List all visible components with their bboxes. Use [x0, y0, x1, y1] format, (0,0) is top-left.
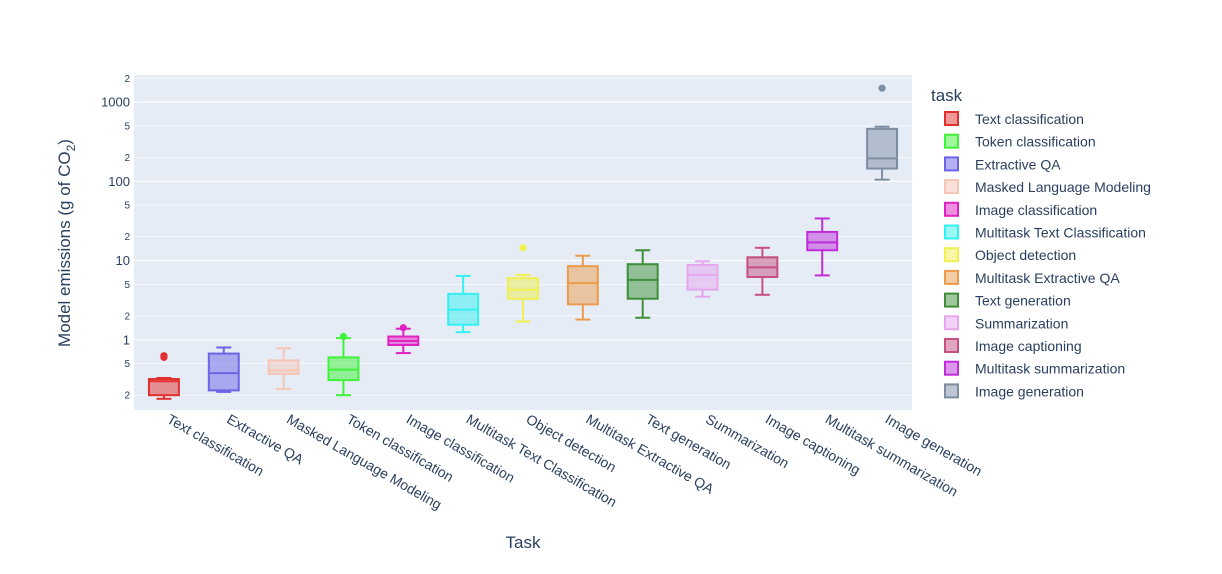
box-image-captioning: [746, 246, 779, 296]
legend-label: Image generation: [975, 383, 1084, 399]
box-token-classification: [327, 332, 360, 397]
y-tick-label: 1: [123, 332, 130, 347]
legend-label: Image classification: [975, 202, 1097, 218]
box-extractive-qa: [207, 346, 240, 393]
x-tick-label: Image generation: [883, 411, 985, 479]
legend-item[interactable]: Extractive QA: [944, 156, 1061, 172]
legend-swatch: [944, 383, 959, 399]
legend-label: Masked Language Modeling: [975, 179, 1151, 195]
legend-swatch: [944, 315, 959, 331]
y-tick-label: 1000: [101, 95, 130, 110]
gridlines: [134, 77, 912, 396]
legend-swatch: [944, 179, 959, 195]
legend-label: Multitask Text Classification: [975, 225, 1146, 241]
legend-item[interactable]: Masked Language Modeling: [944, 179, 1151, 195]
legend-label: Image captioning: [975, 338, 1082, 354]
legend: task Text classification Token classifica…: [931, 86, 1151, 399]
box-image-classification: [387, 324, 420, 355]
legend-item[interactable]: Object detection: [944, 247, 1076, 263]
y-minor-tick-label: 2: [124, 232, 130, 243]
legend-item[interactable]: Text classification: [944, 111, 1084, 127]
box-iqr: [207, 352, 240, 392]
box-image-generation: [866, 84, 899, 181]
legend-label: Summarization: [975, 315, 1068, 331]
box-masked-language-modeling: [267, 347, 300, 390]
y-axis-title: Model emissions (g of CO2): [55, 139, 78, 347]
outlier-point: [339, 332, 348, 341]
box-iqr: [147, 378, 180, 397]
legend-swatch: [944, 111, 959, 126]
legend-item[interactable]: Multitask summarization: [944, 360, 1125, 377]
legend-swatch: [944, 360, 959, 376]
boxes: [147, 84, 899, 400]
box-multitask-text-classification: [447, 274, 480, 334]
box-text-classification: [147, 352, 180, 400]
plot-area: [134, 75, 912, 410]
box-iqr: [806, 230, 839, 252]
x-tick-label: Image classification: [404, 411, 518, 486]
legend-item[interactable]: Token classification: [944, 133, 1096, 150]
box-object-detection: [507, 244, 539, 323]
legend-swatch: [944, 133, 959, 149]
box-text-generation: [626, 249, 659, 319]
y-minor-tick-label: 2: [124, 391, 130, 402]
y-minor-tick-label: 5: [124, 121, 130, 132]
legend-item[interactable]: Multitask Text Classification: [944, 224, 1146, 241]
box-multitask-summarization: [806, 217, 839, 277]
legend-label: Extractive QA: [975, 156, 1061, 172]
outlier-point: [399, 324, 407, 332]
legend-item[interactable]: Image classification: [944, 201, 1097, 218]
box-iqr: [507, 277, 539, 300]
legend-label: Token classification: [975, 134, 1096, 150]
outlier-point: [160, 352, 168, 360]
legend-label: Multitask Extractive QA: [975, 270, 1120, 286]
y-axis-title-sub: 2: [64, 144, 78, 151]
legend-swatch: [944, 269, 959, 285]
legend-swatch: [944, 201, 959, 217]
legend-label: Text classification: [975, 111, 1084, 127]
legend-label: Text generation: [975, 293, 1071, 309]
y-tick-label: 10: [116, 253, 130, 268]
box-iqr: [866, 127, 899, 170]
y-axis-title-main: Model emissions (g of CO: [55, 151, 74, 347]
box-iqr: [267, 359, 300, 376]
legend-item[interactable]: Image captioning: [944, 338, 1082, 354]
box-summarization: [686, 260, 719, 298]
y-axis-ticks: 1 10 100 1000 2 5 2 5 2 5 2 5 2: [101, 74, 130, 402]
box-iqr: [566, 265, 599, 306]
legend-item[interactable]: Multitask Extractive QA: [944, 269, 1120, 286]
y-axis-title-suffix: ): [55, 139, 74, 145]
box-iqr: [626, 263, 659, 300]
y-minor-tick-label: 5: [124, 201, 130, 212]
outlier-point: [519, 244, 527, 252]
legend-label: Object detection: [975, 247, 1076, 263]
legend-swatch: [944, 156, 959, 172]
x-axis-title: Task: [506, 533, 541, 552]
outlier-point: [878, 84, 886, 92]
legend-swatch: [944, 292, 959, 308]
y-tick-label: 100: [108, 174, 130, 189]
legend-label: Multitask summarization: [975, 361, 1125, 377]
y-minor-tick-label: 2: [124, 311, 130, 322]
y-minor-tick-label: 2: [124, 153, 130, 164]
legend-item[interactable]: Text generation: [944, 292, 1071, 309]
y-minor-tick-label: 2: [124, 74, 130, 85]
legend-swatch: [944, 224, 959, 240]
y-minor-tick-label: 5: [124, 280, 130, 291]
box-iqr: [686, 263, 719, 291]
y-minor-tick-label: 5: [124, 359, 130, 370]
legend-swatch: [944, 247, 959, 263]
legend-swatch: [944, 338, 959, 353]
legend-item[interactable]: Image generation: [944, 383, 1084, 399]
legend-title: task: [931, 86, 963, 105]
legend-item[interactable]: Summarization: [944, 315, 1068, 331]
box-multitask-extractive-qa: [566, 254, 599, 321]
